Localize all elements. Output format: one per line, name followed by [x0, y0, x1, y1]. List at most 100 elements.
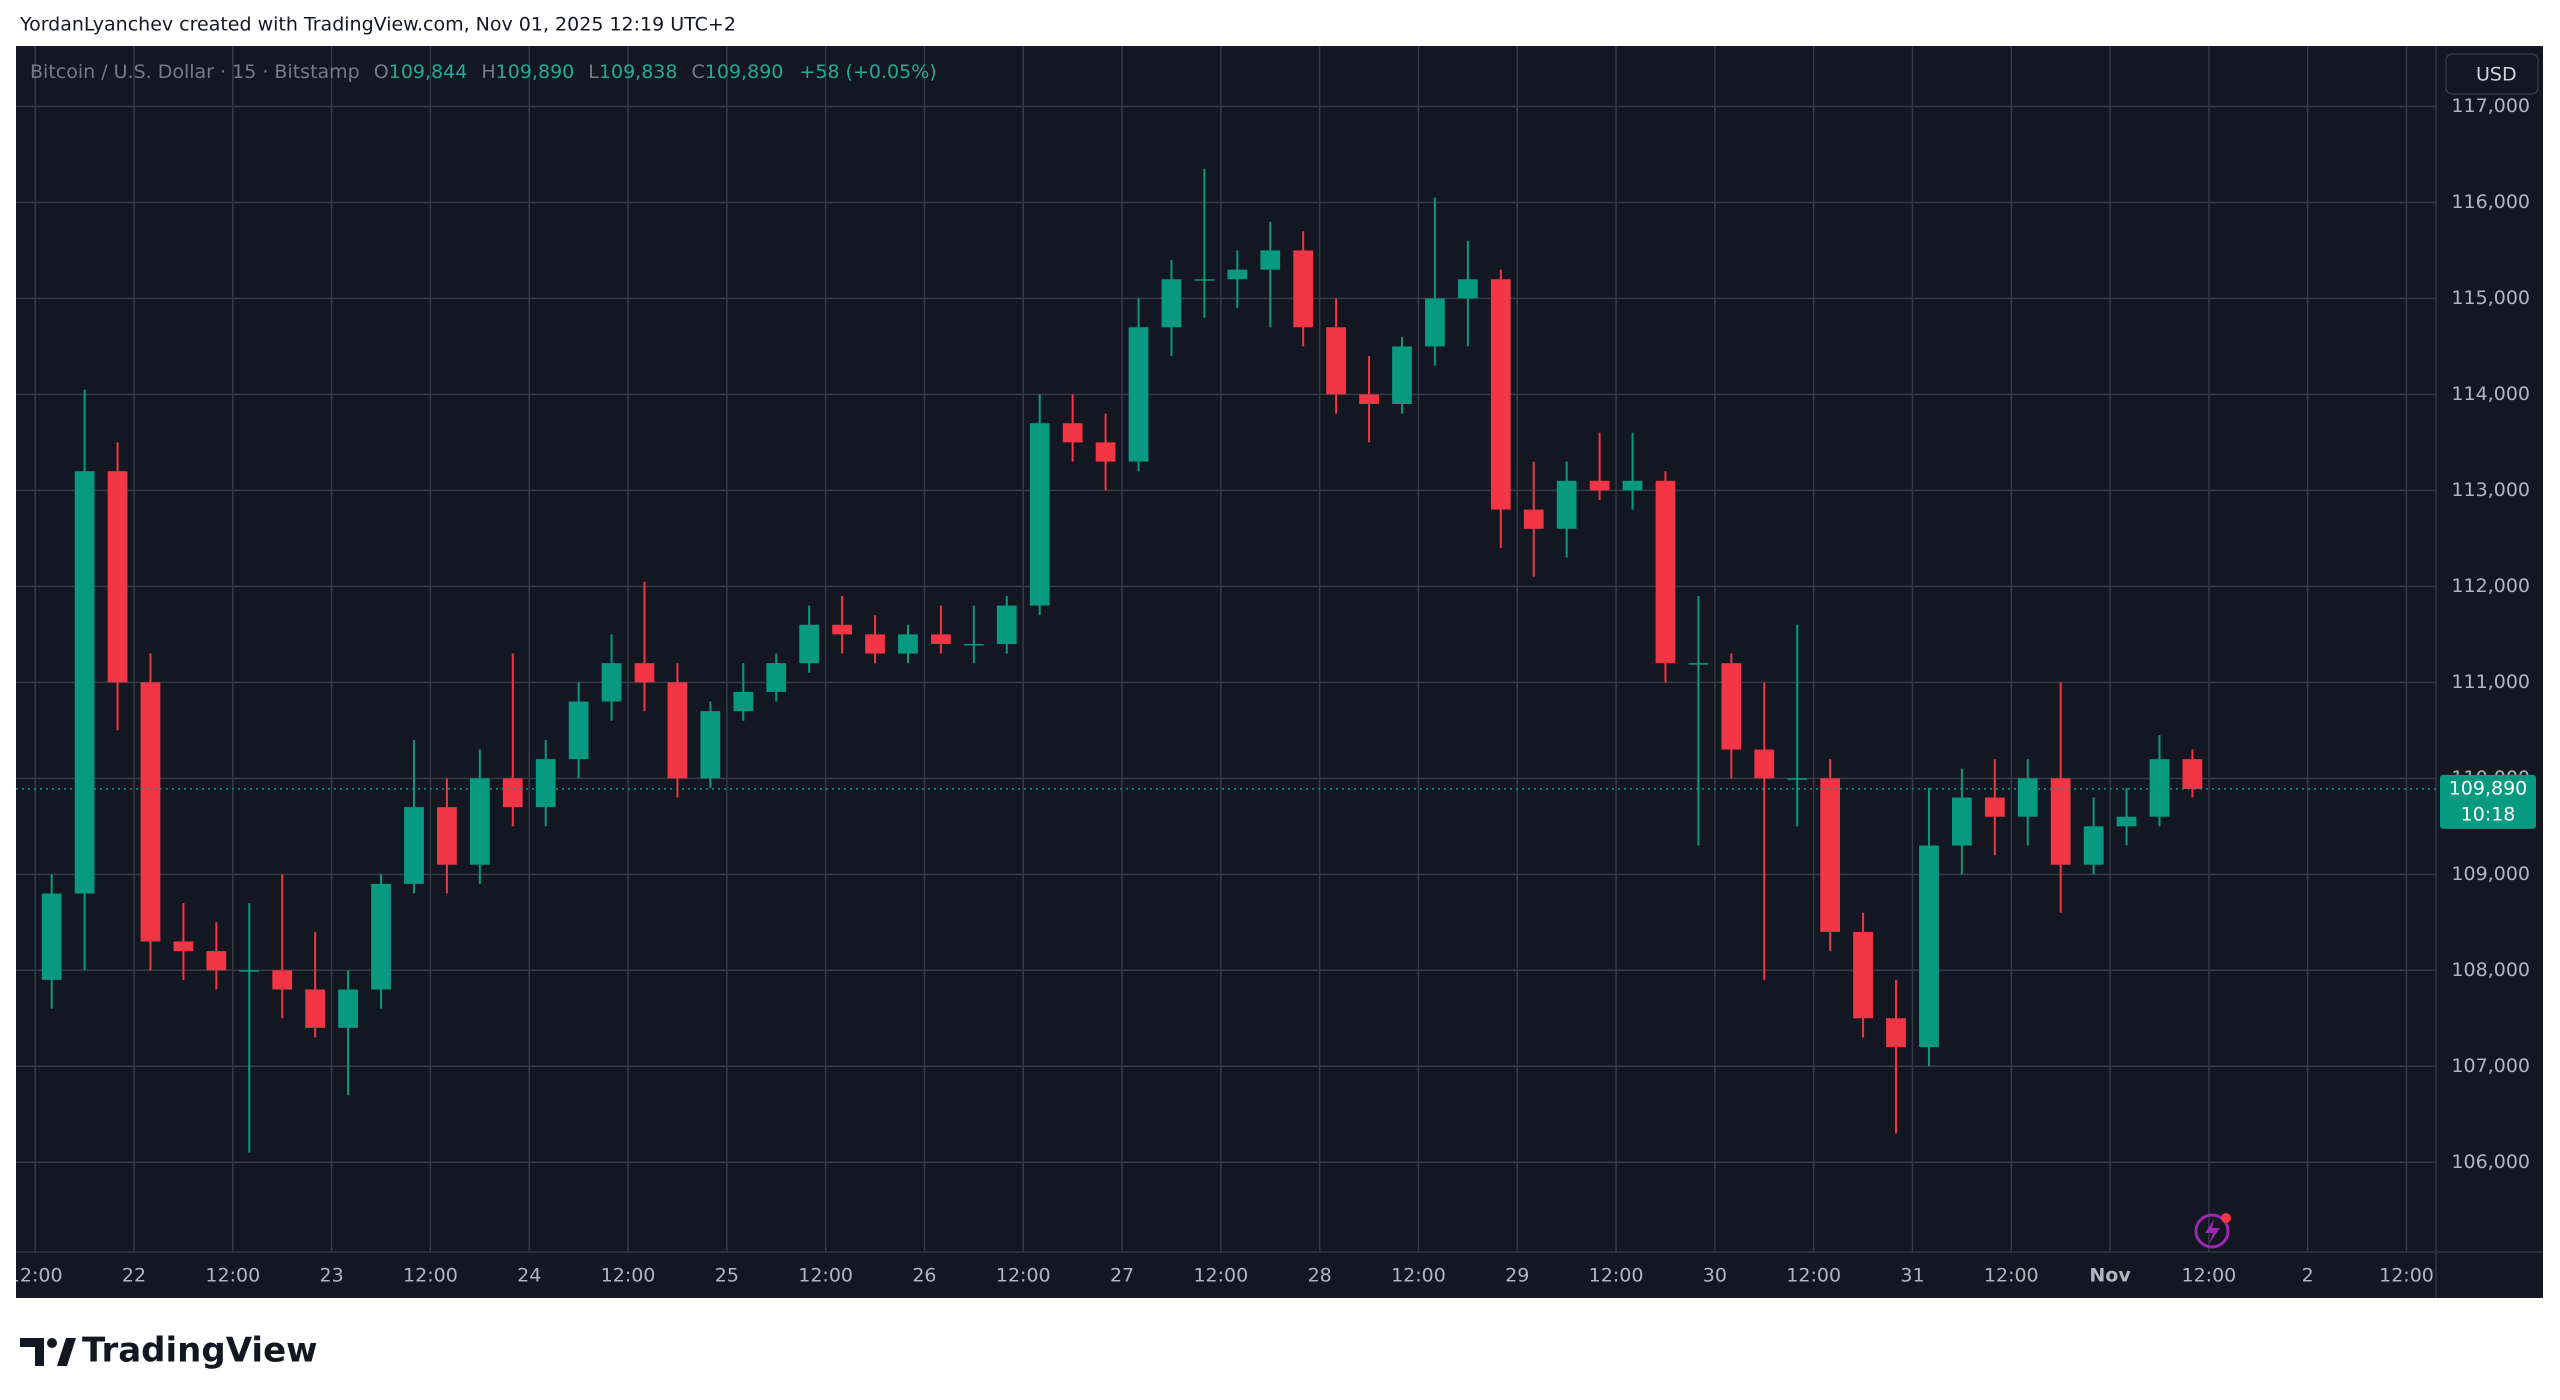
candle-body [1787, 778, 1808, 780]
alert-dot[interactable] [2221, 1213, 2231, 1223]
candle-body [1359, 394, 1379, 405]
logo-text: TradingView [82, 1331, 318, 1371]
candle-body [272, 970, 293, 990]
candle-body [996, 605, 1017, 644]
candles [16, 168, 2436, 1153]
candle-body [535, 759, 556, 808]
y-tick-label: 114,000 [2451, 383, 2530, 405]
candle-body [2182, 759, 2203, 789]
y-tick-label: 106,000 [2451, 1151, 2530, 1173]
y-tick-label: 107,000 [2451, 1055, 2530, 1077]
candle-body [239, 970, 260, 972]
candle-body [305, 989, 326, 1028]
candle-body [634, 663, 655, 683]
y-tick-label: 117,000 [2451, 95, 2530, 117]
x-tick-label: 12:00 [798, 1265, 853, 1287]
x-tick-label: 28 [1308, 1265, 1332, 1287]
x-tick-label: 30 [1703, 1265, 1727, 1287]
x-tick-label: 12:00 [1786, 1265, 1841, 1287]
price-box [2440, 774, 2536, 829]
candle-body [898, 634, 918, 654]
logo-mark [57, 1338, 76, 1366]
x-tick-label: 31 [1900, 1265, 1924, 1287]
current-price: 109,890 [2449, 777, 2528, 799]
candle-body [206, 951, 227, 971]
candle-body [1161, 279, 1182, 328]
candle-body [1260, 250, 1281, 270]
candle-body [1095, 442, 1116, 462]
x-tick-label: 12:00 [8, 1265, 63, 1287]
candle-body [1853, 931, 1873, 1019]
change: +58 (+0.05%) [799, 61, 936, 83]
candle-body [667, 682, 688, 779]
candle-body [2149, 759, 2170, 817]
alert-icon[interactable] [2194, 1213, 2231, 1249]
currency-box[interactable] [2445, 53, 2539, 95]
currency[interactable]: USD [2476, 64, 2517, 86]
y-tick-label: 116,000 [2451, 191, 2530, 213]
x-tick-label: 12:00 [1193, 1265, 1248, 1287]
logo-mark [20, 1338, 44, 1366]
ohlc-letter: H [481, 61, 495, 83]
candle-body [437, 807, 457, 865]
candle-body [1227, 269, 1248, 280]
candle-body [1820, 778, 1841, 932]
ohlc-letter: O [374, 61, 389, 83]
candle-body [963, 643, 984, 646]
alert-bolt[interactable] [2205, 1219, 2220, 1244]
x-tick-label: 26 [912, 1265, 936, 1287]
x-tick-label: Nov [2089, 1265, 2131, 1287]
candle-body [469, 778, 490, 865]
candle-body [404, 807, 424, 884]
y-tick-label: 111,000 [2451, 671, 2530, 693]
y-tick-label: 109,000 [2451, 863, 2530, 885]
candle-body [2017, 778, 2038, 817]
candle-body [766, 663, 787, 692]
candle-body [1556, 480, 1577, 529]
ohlc-letter: L [588, 61, 599, 83]
ohlc-value: 109,844 [389, 61, 468, 83]
candle-body [1523, 509, 1544, 529]
candle-body [107, 471, 128, 683]
x-tick-label: 12:00 [1589, 1265, 1644, 1287]
x-tick-label: 29 [1505, 1265, 1529, 1287]
ohlc-value: 109,838 [599, 61, 678, 83]
x-tick-label: 12:00 [1391, 1265, 1446, 1287]
countdown: 10:18 [2461, 803, 2516, 825]
candle-body [865, 634, 885, 654]
x-tick-label: 22 [122, 1265, 146, 1287]
symbol: Bitcoin / U.S. Dollar · 15 · Bitstamp [30, 61, 360, 83]
candle-body [1326, 327, 1347, 395]
candle-body [1721, 663, 1742, 750]
candle-body [1425, 298, 1445, 347]
candle-body [371, 883, 391, 990]
candle-body [1655, 480, 1676, 664]
candle-body [799, 624, 820, 664]
legend: Bitcoin / U.S. Dollar · 15 · Bitstamp O1… [30, 61, 937, 83]
x-tick-label: 24 [517, 1265, 541, 1287]
candle-body [1490, 279, 1511, 510]
candle-body [1688, 663, 1709, 665]
x-tick-label: 12:00 [601, 1265, 656, 1287]
candle-body [1029, 423, 1050, 606]
candle-body [1754, 749, 1775, 779]
x-tick-label: 12:00 [1984, 1265, 2039, 1287]
candle-body [1984, 797, 2005, 817]
y-tick-label: 115,000 [2451, 287, 2530, 309]
x-tick-label: 12:00 [2182, 1265, 2237, 1287]
candle-body [140, 682, 161, 942]
y-tick-label: 108,000 [2451, 959, 2530, 981]
currency-button[interactable]: USD [2445, 53, 2539, 95]
credit: YordanLyanchev created with TradingView.… [19, 14, 736, 36]
candle-body [338, 989, 358, 1028]
ohlc-value: 109,890 [705, 61, 784, 83]
x-tick-label: 12:00 [2379, 1265, 2434, 1287]
x-tick-label: 12:00 [996, 1265, 1051, 1287]
price-label: 109,890 10:18 [2440, 774, 2536, 829]
candle-body [601, 663, 622, 702]
candle-body [1886, 1018, 1906, 1048]
candle-body [568, 701, 589, 760]
y-tick-label: 112,000 [2451, 575, 2530, 597]
alert-ring[interactable] [2194, 1213, 2230, 1249]
